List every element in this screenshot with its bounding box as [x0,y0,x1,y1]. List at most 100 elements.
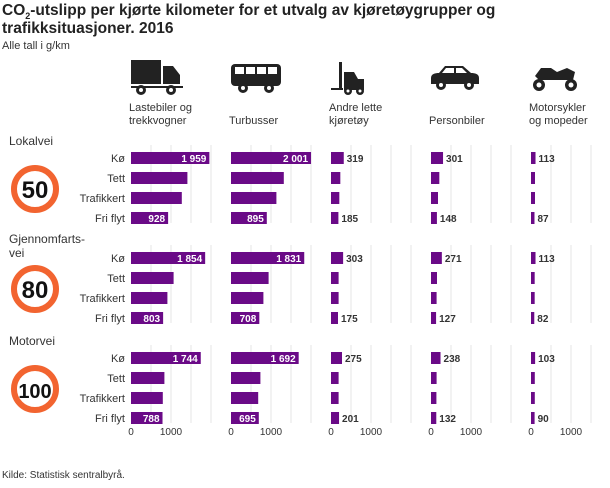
truck-box [131,60,161,84]
bar [431,392,437,404]
bar [331,352,342,364]
bar [531,292,535,304]
data-label: 708 [240,314,257,325]
bar [431,412,437,424]
hub [358,89,362,93]
bar [531,152,536,164]
data-label: 132 [439,414,456,425]
data-label: 201 [342,414,359,425]
data-label: 175 [341,314,358,325]
bar [131,272,174,284]
x-tick-label: 1000 [560,427,583,438]
bar [131,412,163,424]
bar [131,212,169,224]
car-icon [431,66,479,90]
data-label: 87 [537,214,549,225]
bar [531,192,535,204]
chart-subtitle: Alle tall i g/km [2,40,70,52]
vehicle-group-label: Andre lette kjøretøy [329,102,382,127]
truck-icon [131,60,183,95]
category-label: Tett [107,173,125,185]
bar [331,292,339,304]
data-label: 2 001 [283,154,308,165]
road-type-label: Motorvei [9,334,55,348]
category-label: Trafikkert [80,293,125,305]
bus-window [246,67,255,74]
bar [431,372,437,384]
data-label: 238 [444,354,461,365]
bar [431,252,442,264]
data-label: 803 [143,314,160,325]
vehicle-group-label: Turbusser [229,115,278,127]
speed-sign-icon [11,265,59,313]
hub [439,83,443,87]
data-label: 301 [446,154,463,165]
bar [531,212,535,224]
bar [331,412,340,424]
bar [531,172,535,184]
bus-icon [231,64,281,93]
vehicle-group-label: Lastebiler og trekkvogner [129,102,192,127]
data-label: 1 692 [271,354,296,365]
x-tick-label: 0 [528,427,534,438]
bar [531,412,535,424]
hub [536,82,542,88]
category-label: Tett [107,373,125,385]
category-label: Fri flyt [95,413,125,425]
bar [231,212,267,224]
bar [231,372,261,384]
bar [331,312,338,324]
title-rest: -utslipp per kjørte kilometer for et utv… [2,2,496,37]
title-prefix: CO [2,2,26,19]
data-label: 788 [143,414,160,425]
bar [231,252,305,264]
data-label: 148 [440,214,457,225]
category-label: Kø [111,353,125,365]
data-label: 82 [537,314,549,325]
bar [131,152,210,164]
bar [531,252,536,264]
data-label: 303 [346,254,363,265]
bus-window [268,67,277,74]
bar [431,192,438,204]
data-label: 1 744 [173,354,198,365]
bar [131,312,164,324]
bar [231,392,259,404]
bar [531,372,535,384]
category-label: Fri flyt [95,313,125,325]
bar [431,292,437,304]
bar [331,252,344,264]
bar [331,192,340,204]
x-tick-label: 0 [128,427,134,438]
bar [131,192,182,204]
category-label: Tett [107,273,125,285]
bus-window [235,67,244,74]
data-label: 113 [539,254,556,265]
category-label: Kø [111,153,125,165]
chart-title: CO2-utslipp per kjørte kilometer for et … [2,2,606,38]
hub [241,86,245,90]
x-tick-label: 0 [228,427,234,438]
forklift-fork [331,88,343,90]
category-label: Fri flyt [95,213,125,225]
data-label: 103 [538,354,555,365]
forklift-mast [339,62,342,90]
bar [131,392,163,404]
bar [231,412,259,424]
bar [131,252,206,264]
bar [431,272,437,284]
bar [231,152,312,164]
vehicle-group-label: Personbiler [429,115,485,127]
chart-header: CO2-utslipp per kjørte kilometer for et … [2,2,606,53]
category-label: Kø [111,253,125,265]
x-tick-label: 1000 [260,427,283,438]
hub [169,88,173,92]
bar [131,172,188,184]
data-label: 928 [148,214,165,225]
bar [531,272,535,284]
bar [331,172,341,184]
bar [431,312,437,324]
data-label: 127 [439,314,456,325]
category-label: Trafikkert [80,393,125,405]
truck-cab [163,66,180,84]
